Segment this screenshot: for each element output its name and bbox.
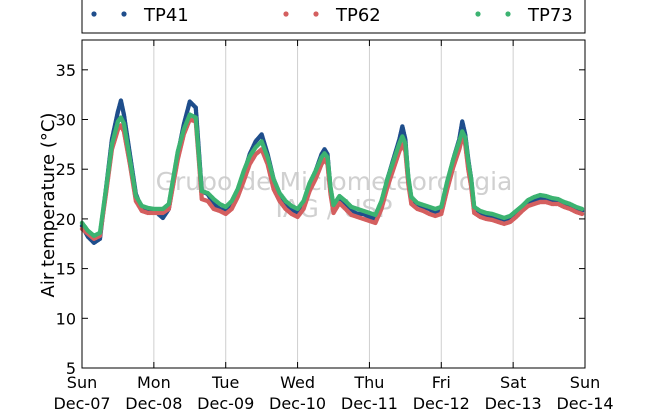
legend-label: TP41 xyxy=(143,5,189,26)
legend-item-TP73: TP73 xyxy=(475,5,573,26)
x-tick-date: Dec-07 xyxy=(53,394,110,409)
series-TP73 xyxy=(79,112,585,239)
x-tick-day: Mon xyxy=(137,373,171,392)
y-tick-label: 25 xyxy=(56,160,76,179)
legend-item-TP41: TP41 xyxy=(91,5,189,26)
plot-frame xyxy=(81,39,586,369)
legend-marker xyxy=(121,11,127,17)
y-tick-label: 15 xyxy=(56,260,76,279)
x-tick-day: Sun xyxy=(67,373,97,392)
x-tick-day: Fri xyxy=(432,373,451,392)
legend-marker xyxy=(505,11,511,17)
x-tick-day: Sat xyxy=(500,373,526,392)
data-point xyxy=(579,211,585,217)
x-tick-date: Dec-08 xyxy=(125,394,182,409)
x-tick-date: Dec-11 xyxy=(341,394,398,409)
grid xyxy=(153,40,514,368)
x-tick-date: Dec-13 xyxy=(485,394,542,409)
y-tick-label: 10 xyxy=(56,309,76,328)
legend-marker xyxy=(91,11,97,17)
y-axis: 5 10 15 20 25 30 35 xyxy=(56,61,585,378)
legend-marker xyxy=(283,11,289,17)
legend-marker xyxy=(475,11,481,17)
x-tick-day: Sun xyxy=(570,373,600,392)
x-tick-date: Dec-14 xyxy=(556,394,613,409)
x-tick-day: Tue xyxy=(211,373,239,392)
legend-item-TP62: TP62 xyxy=(283,5,381,26)
data-points xyxy=(79,98,585,245)
y-tick-label: 20 xyxy=(56,210,76,229)
legend-box xyxy=(81,0,586,34)
x-axis: Sun Dec-07 Mon Dec-08 Tue Dec-09 Wed Dec-10 Thu D… xyxy=(53,40,614,409)
x-tick-day: Wed xyxy=(280,373,315,392)
legend-label: TP73 xyxy=(527,5,573,26)
x-tick-date: Dec-09 xyxy=(197,394,254,409)
x-tick-date: Dec-12 xyxy=(413,394,470,409)
data-point xyxy=(579,206,585,212)
y-tick-label: 35 xyxy=(56,61,76,80)
y-axis-label: Air temperature (°C) xyxy=(38,113,59,298)
y-tick-label: 30 xyxy=(56,111,76,130)
y-tick-label: 5 xyxy=(66,359,76,378)
legend: TP41 TP62 TP73 xyxy=(81,0,586,34)
legend-marker xyxy=(313,11,319,17)
x-tick-date: Dec-10 xyxy=(269,394,326,409)
x-tick-day: Thu xyxy=(353,373,384,392)
legend-label: TP62 xyxy=(335,5,381,26)
